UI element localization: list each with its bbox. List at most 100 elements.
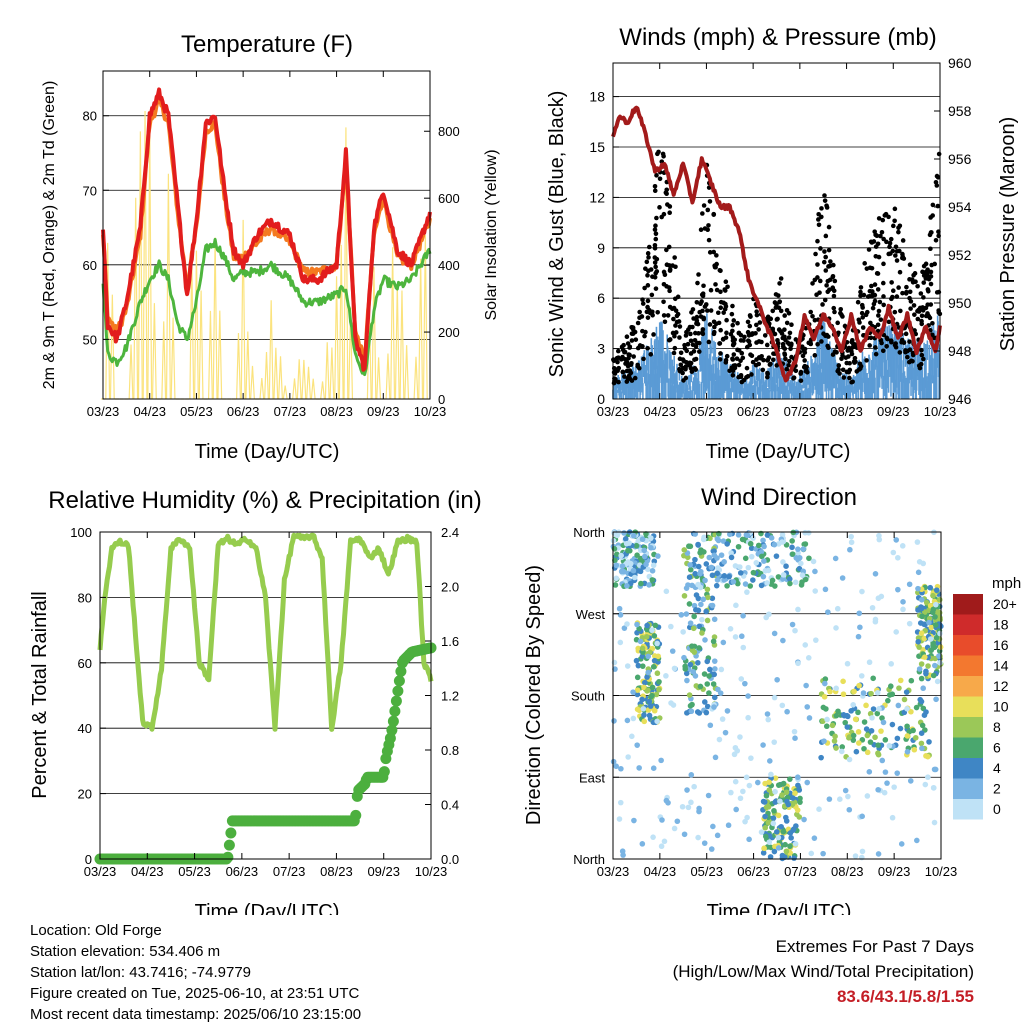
direction-point (919, 745, 925, 752)
direction-point (758, 829, 765, 835)
gust-point (886, 319, 892, 325)
precip-point (392, 685, 404, 697)
direction-point (640, 705, 647, 712)
direction-point (738, 633, 745, 640)
gust-point (637, 315, 642, 321)
direction-point (747, 540, 754, 547)
gust-point (891, 223, 896, 229)
direction-point (792, 790, 798, 797)
gust-point (622, 374, 627, 379)
precip-point (387, 715, 399, 727)
direction-point (780, 637, 786, 644)
gust-point (713, 321, 719, 327)
gust-point (798, 378, 804, 383)
direction-point (750, 535, 756, 541)
direction-point (641, 712, 647, 718)
y-tick-label: West (576, 607, 606, 622)
direction-point (692, 556, 698, 563)
direction-point (772, 799, 779, 805)
direction-point (730, 579, 737, 585)
gust-point (677, 335, 682, 340)
gust-point (667, 210, 672, 216)
gust-point (789, 322, 794, 328)
gust-point (908, 299, 914, 304)
direction-point (842, 719, 849, 726)
gust-point (844, 360, 850, 366)
solar-spike (301, 359, 307, 400)
direction-point (714, 832, 721, 839)
x-tick-label-1-4: 07/23 (784, 404, 817, 419)
gust-point (723, 360, 729, 365)
gust-point (700, 291, 706, 296)
direction-point (831, 738, 838, 744)
gust-point (782, 313, 787, 318)
precip-point (395, 665, 407, 677)
direction-point (695, 659, 701, 666)
direction-point (710, 823, 716, 830)
direction-point (863, 726, 870, 732)
gust-point (919, 318, 924, 324)
direction-point (698, 568, 704, 575)
direction-point (617, 799, 624, 806)
direction-point (933, 696, 939, 703)
gust-point (735, 320, 740, 326)
direction-point (624, 717, 631, 724)
direction-point (691, 613, 697, 620)
direction-point (802, 642, 809, 648)
y-tick-label: 6 (597, 290, 605, 306)
gust-point (705, 227, 710, 233)
temperature-frame (102, 70, 431, 400)
direction-point (868, 690, 874, 697)
gust-point (812, 353, 818, 358)
direction-point (707, 535, 713, 542)
gust-point (889, 296, 894, 302)
direction-point (699, 616, 705, 623)
gust-point (799, 344, 805, 349)
direction-point (648, 693, 654, 700)
direction-point (837, 796, 843, 803)
gust-point (667, 304, 673, 310)
direction-point (697, 683, 704, 690)
direction-point (639, 536, 646, 543)
direction-point (798, 582, 805, 588)
direction-point (711, 616, 718, 623)
winds-title: Winds (mph) & Pressure (mb) (619, 24, 936, 51)
gust-point (657, 205, 662, 210)
solar-spike (324, 342, 330, 400)
gust-point (817, 278, 823, 284)
gust-point (619, 357, 624, 362)
direction-point (622, 536, 629, 542)
direction-point (653, 691, 660, 698)
direction-point (646, 698, 653, 705)
x-tick-label-1-1: 04/23 (643, 404, 676, 419)
gust-point (840, 353, 845, 358)
gust-point (729, 311, 735, 317)
gust-point (885, 336, 890, 342)
series-9m-t (101, 96, 432, 367)
direction-point (748, 553, 755, 560)
direction-point (921, 621, 927, 627)
solar-spike (413, 356, 419, 400)
direction-point (740, 644, 747, 651)
gust-point (664, 284, 669, 289)
legend-swatch (953, 717, 983, 738)
direction-point (767, 854, 774, 860)
direction-point (626, 540, 632, 546)
gust-point (657, 176, 663, 182)
direction-point (761, 799, 768, 805)
y-tick-label: North (573, 525, 605, 540)
direction-point (925, 753, 931, 760)
direction-point (761, 543, 767, 550)
temperature-xlabel: Time (Day/UTC) (195, 441, 340, 463)
direction-point (763, 833, 769, 840)
gust-point (913, 279, 918, 285)
gust-point (929, 262, 935, 268)
direction-point (649, 684, 656, 691)
direction-point (634, 687, 641, 693)
direction-point (641, 547, 648, 554)
gust-point (762, 333, 768, 338)
direction-point (674, 818, 681, 825)
direction-point (659, 817, 665, 823)
direction-point (821, 693, 828, 700)
gust-point (780, 344, 786, 349)
